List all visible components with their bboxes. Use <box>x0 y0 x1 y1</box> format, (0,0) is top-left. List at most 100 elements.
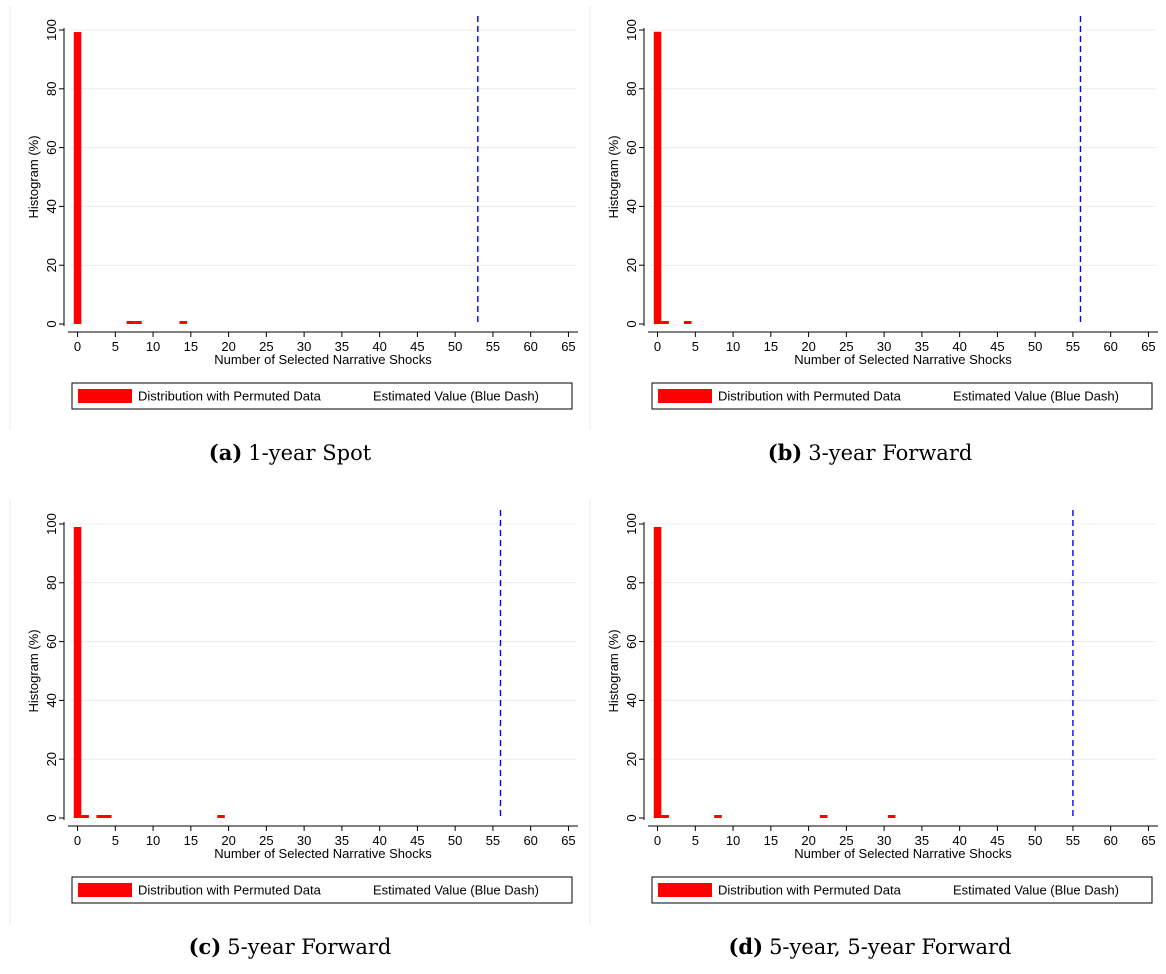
legend-label-permuted: Distribution with Permuted Data <box>138 883 322 898</box>
x-tick-label: 45 <box>410 339 424 354</box>
legend-swatch-permuted <box>78 389 132 403</box>
chart-panel-c: 0 20 40 60 80 100 Histogram (%) 0 5 10 15 20 25 30 35 4… <box>0 494 580 974</box>
y-axis-label: Histogram (%) <box>606 135 621 218</box>
x-tick-label: 65 <box>1141 339 1155 354</box>
x-tick-label: 40 <box>952 339 966 354</box>
caption-tag: (c) <box>188 934 222 959</box>
histogram-bar <box>96 815 104 818</box>
x-tick-label: 15 <box>764 339 778 354</box>
caption-text: 1-year Spot <box>248 441 372 465</box>
y-axis-label: Histogram (%) <box>26 135 41 218</box>
x-tick-label: 25 <box>839 833 853 848</box>
y-tick-label: 40 <box>624 693 639 707</box>
histogram-bar <box>661 321 669 324</box>
x-tick-label: 30 <box>297 833 311 848</box>
x-tick-label: 10 <box>146 339 160 354</box>
histogram-bar <box>819 815 828 818</box>
x-tick-label: 15 <box>184 833 198 848</box>
chart-panel-b: 0 20 40 60 80 100 Histogram (%) 0 5 10 15 20 25 30 35 4… <box>580 0 1160 480</box>
x-tick-label: 65 <box>561 339 575 354</box>
y-tick-label: 60 <box>44 140 59 154</box>
y-tick-label: 80 <box>624 576 639 590</box>
histogram-bar <box>653 31 662 324</box>
caption-a: (a) 1-year Spot <box>0 440 580 465</box>
y-tick-label: 20 <box>624 752 639 766</box>
y-tick-label: 80 <box>44 576 59 590</box>
x-tick-label: 10 <box>146 833 160 848</box>
legend-label-estimated: Estimated Value (Blue Dash) <box>373 883 539 898</box>
chart-svg-d: 0 20 40 60 80 100 Histogram (%) 0 5 10 15 20 25 30 35 4… <box>589 500 1158 924</box>
chart-panel-d: 0 20 40 60 80 100 Histogram (%) 0 5 10 15 20 25 30 35 4… <box>580 494 1160 974</box>
x-tick-label: 50 <box>1028 833 1042 848</box>
caption-d: (d) 5-year, 5-year Forward <box>580 934 1160 959</box>
histogram-bar <box>134 321 142 324</box>
histogram-bar <box>81 815 89 818</box>
legend-box <box>71 382 573 410</box>
chart-svg-c: 0 20 40 60 80 100 Histogram (%) 0 5 10 15 20 25 30 35 4… <box>9 500 578 924</box>
x-tick-label: 20 <box>221 339 235 354</box>
x-tick-label: 20 <box>801 833 815 848</box>
x-axis-label: Number of Selected Narrative Shocks <box>794 352 1012 367</box>
chart-svg-b: 0 20 40 60 80 100 Histogram (%) 0 5 10 15 20 25 30 35 4… <box>589 6 1158 430</box>
x-tick-label: 5 <box>692 833 699 848</box>
legend-swatch-permuted <box>658 389 712 403</box>
y-tick-label: 100 <box>44 19 59 41</box>
x-tick-label: 0 <box>74 833 81 848</box>
y-tick-label: 60 <box>44 634 59 648</box>
x-tick-label: 60 <box>523 833 537 848</box>
x-tick-label: 55 <box>1066 833 1080 848</box>
x-tick-label: 45 <box>990 339 1004 354</box>
x-tick-label: 15 <box>764 833 778 848</box>
x-tick-label: 45 <box>990 833 1004 848</box>
histogram-bar <box>73 32 82 325</box>
x-axis-label: Number of Selected Narrative Shocks <box>214 352 432 367</box>
y-tick-label: 0 <box>624 814 639 821</box>
legend-swatch-permuted <box>78 883 132 897</box>
x-tick-label: 0 <box>654 833 661 848</box>
x-tick-label: 50 <box>448 833 462 848</box>
y-tick-label: 20 <box>44 752 59 766</box>
x-tick-label: 40 <box>372 833 386 848</box>
y-tick-label: 60 <box>624 634 639 648</box>
x-tick-label: 40 <box>952 833 966 848</box>
legend-label-estimated: Estimated Value (Blue Dash) <box>373 389 539 404</box>
caption-c: (c) 5-year Forward <box>0 934 580 959</box>
histogram-bar <box>653 526 662 818</box>
x-tick-label: 60 <box>1103 339 1117 354</box>
x-tick-label: 0 <box>74 339 81 354</box>
x-axis-label: Number of Selected Narrative Shocks <box>214 846 432 861</box>
legend-label-permuted: Distribution with Permuted Data <box>138 389 322 404</box>
y-tick-label: 20 <box>624 258 639 272</box>
x-tick-label: 5 <box>692 339 699 354</box>
y-tick-label: 80 <box>624 82 639 96</box>
x-tick-label: 50 <box>448 339 462 354</box>
x-tick-label: 0 <box>654 339 661 354</box>
y-tick-label: 0 <box>624 320 639 327</box>
x-tick-label: 55 <box>486 339 500 354</box>
caption-tag: (d) <box>728 934 764 959</box>
x-tick-label: 55 <box>1066 339 1080 354</box>
legend-label-permuted: Distribution with Permuted Data <box>718 883 902 898</box>
x-tick-label: 25 <box>839 339 853 354</box>
x-tick-label: 30 <box>877 339 891 354</box>
legend-label-estimated: Estimated Value (Blue Dash) <box>953 389 1119 404</box>
x-tick-label: 55 <box>486 833 500 848</box>
caption-text: 3-year Forward <box>808 441 973 465</box>
legend-label-estimated: Estimated Value (Blue Dash) <box>953 883 1119 898</box>
x-tick-label: 60 <box>523 339 537 354</box>
y-tick-label: 0 <box>44 814 59 821</box>
y-tick-label: 20 <box>44 258 59 272</box>
x-tick-label: 5 <box>112 339 119 354</box>
chart-panel-a: 0 20 40 60 80 100 Histogram (%) 0 5 10 15 20 25 30 35 4… <box>0 0 580 480</box>
histogram-bar <box>73 526 82 818</box>
y-tick-label: 100 <box>624 513 639 535</box>
y-tick-label: 60 <box>624 140 639 154</box>
histogram-bar <box>126 321 135 324</box>
y-tick-label: 0 <box>44 320 59 327</box>
y-tick-label: 100 <box>44 513 59 535</box>
caption-b: (b) 3-year Forward <box>580 440 1160 465</box>
x-tick-label: 15 <box>184 339 198 354</box>
caption-text: 5-year, 5-year Forward <box>769 935 1012 959</box>
x-tick-label: 35 <box>915 339 929 354</box>
y-tick-label: 40 <box>44 693 59 707</box>
